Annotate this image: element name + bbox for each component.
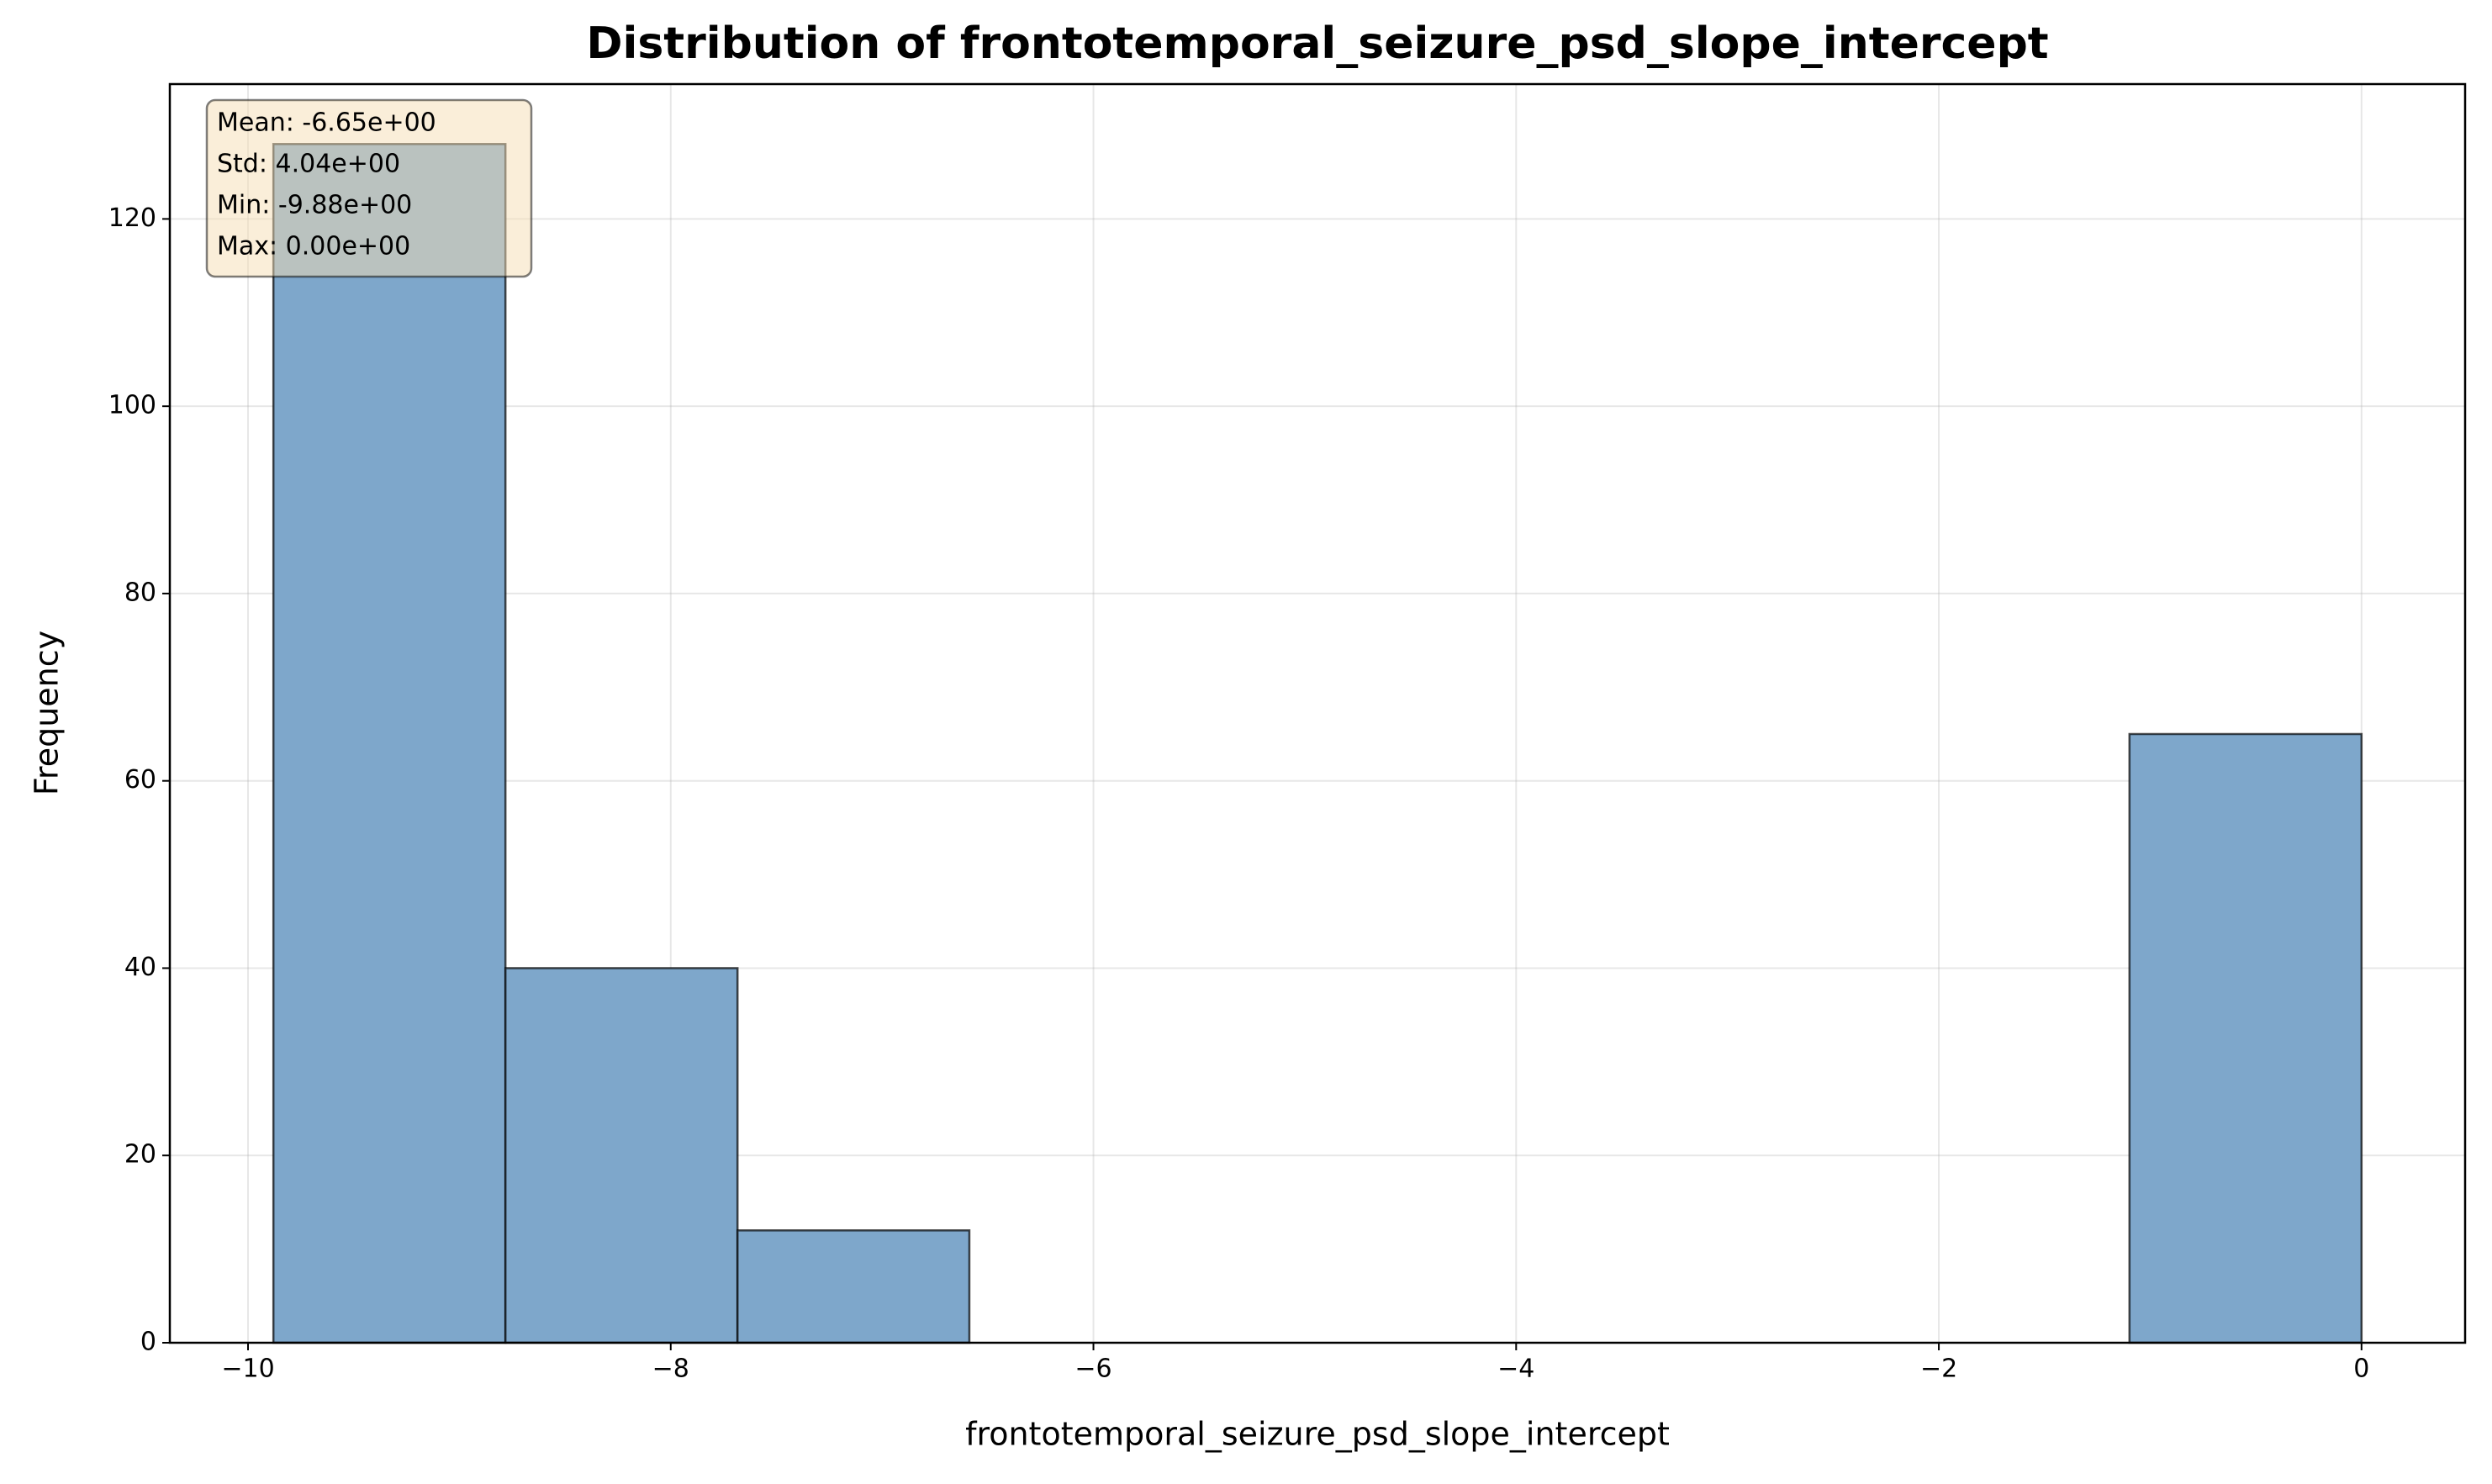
axes-frame <box>168 82 2467 1344</box>
x-tick-label: −6 <box>1074 1355 1111 1384</box>
x-tick-label: 0 <box>2353 1355 2369 1384</box>
ticks: −10 −8 −6 −4 −2 0 0 20 40 60 80 100 120 <box>108 203 2370 1384</box>
y-tick-label: 100 <box>108 391 156 420</box>
histogram-bar <box>504 967 739 1344</box>
stats-line: Mean: -6.65e+00 <box>217 108 436 138</box>
y-tick-label: 40 <box>124 953 156 982</box>
histogram-bar <box>736 1229 971 1344</box>
x-tick-label: −8 <box>652 1355 689 1384</box>
x-tick-label: −4 <box>1497 1355 1534 1384</box>
chart-title: Distribution of frontotemporal_seizure_p… <box>586 18 2048 69</box>
stats-box: Mean: -6.65e+00 Std: 4.04e+00 Min: -9.88e+… <box>205 98 533 278</box>
histogram-bar <box>272 143 507 1344</box>
x-axis-label: frontotemporal_seizure_psd_slope_interce… <box>965 1416 1670 1453</box>
y-axis-label: Frequency <box>29 631 66 795</box>
stats-box-frame <box>205 98 533 278</box>
y-tick-label: 80 <box>124 578 156 607</box>
x-tick-label: −10 <box>221 1355 274 1384</box>
x-tick-label: −2 <box>1920 1355 1957 1384</box>
y-tick-label: 120 <box>108 203 156 233</box>
y-tick-label: 0 <box>140 1328 156 1357</box>
y-tick-label: 20 <box>124 1140 156 1170</box>
y-tick-label: 60 <box>124 765 156 795</box>
histogram-bar <box>2128 732 2363 1344</box>
stats-line: Max: 0.00e+00 <box>217 232 410 261</box>
stats-line: Min: -9.88e+00 <box>217 191 412 220</box>
bars <box>272 143 2363 1344</box>
stats-line: Std: 4.04e+00 <box>217 150 400 179</box>
